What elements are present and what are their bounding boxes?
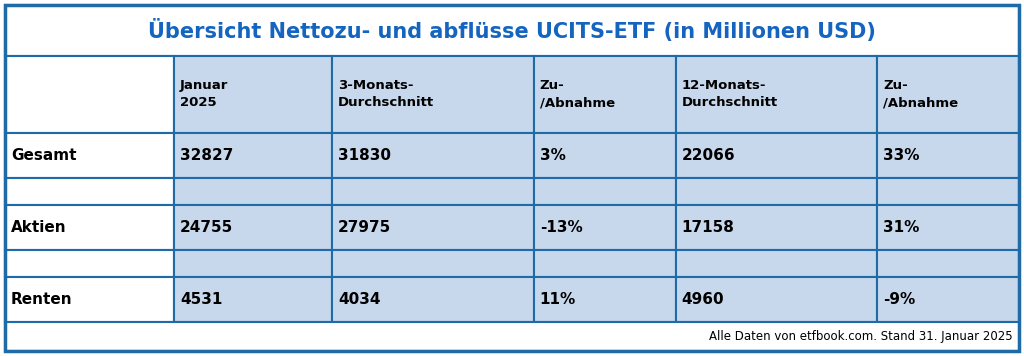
Bar (332, 277, 534, 322)
Text: Renten: Renten (11, 292, 73, 307)
Bar (5, 322, 1019, 351)
Text: 31%: 31% (884, 220, 920, 235)
Bar (676, 56, 878, 133)
Bar (878, 56, 1019, 133)
Bar (174, 205, 332, 250)
Text: Gesamt: Gesamt (11, 148, 77, 163)
Bar (534, 178, 676, 205)
Text: 22066: 22066 (682, 148, 735, 163)
Bar (332, 250, 534, 277)
Text: 17158: 17158 (682, 220, 734, 235)
Text: 4034: 4034 (338, 292, 381, 307)
Bar (534, 205, 676, 250)
Bar (534, 250, 676, 277)
Bar (5, 250, 174, 277)
Text: 12-Monats-
Durchschnitt: 12-Monats- Durchschnitt (682, 79, 777, 109)
Bar (332, 178, 534, 205)
Bar (676, 277, 878, 322)
Bar (878, 277, 1019, 322)
Text: 32827: 32827 (180, 148, 233, 163)
Text: Alle Daten von etfbook.com. Stand 31. Januar 2025: Alle Daten von etfbook.com. Stand 31. Ja… (710, 330, 1013, 343)
Text: -9%: -9% (884, 292, 915, 307)
Text: 11%: 11% (540, 292, 577, 307)
Bar (5, 56, 174, 133)
Bar (878, 133, 1019, 178)
Text: Übersicht Nettozu- und abflüsse UCITS-ETF (in Millionen USD): Übersicht Nettozu- und abflüsse UCITS-ET… (148, 19, 876, 42)
Bar (5, 133, 174, 178)
Text: 4531: 4531 (180, 292, 222, 307)
Text: 3-Monats-
Durchschnitt: 3-Monats- Durchschnitt (338, 79, 434, 109)
Text: 33%: 33% (884, 148, 920, 163)
Bar (332, 56, 534, 133)
Text: Januar
2025: Januar 2025 (180, 79, 228, 109)
Bar (174, 133, 332, 178)
Bar (174, 56, 332, 133)
Bar (5, 205, 174, 250)
Bar (5, 178, 174, 205)
Bar (332, 133, 534, 178)
Text: Aktien: Aktien (11, 220, 67, 235)
Bar (676, 133, 878, 178)
Text: Zu-
/Abnahme: Zu- /Abnahme (884, 79, 958, 109)
Text: Zu-
/Abnahme: Zu- /Abnahme (540, 79, 615, 109)
Bar (5, 5, 1019, 56)
Bar (534, 277, 676, 322)
Bar (332, 205, 534, 250)
Bar (676, 250, 878, 277)
Bar (878, 178, 1019, 205)
Bar (174, 178, 332, 205)
Bar (174, 250, 332, 277)
Bar (174, 277, 332, 322)
Bar (878, 205, 1019, 250)
Text: 27975: 27975 (338, 220, 391, 235)
Text: 4960: 4960 (682, 292, 724, 307)
Bar (676, 205, 878, 250)
Bar (676, 178, 878, 205)
Text: -13%: -13% (540, 220, 583, 235)
Bar (534, 56, 676, 133)
Bar (878, 250, 1019, 277)
Text: 3%: 3% (540, 148, 565, 163)
Bar (5, 277, 174, 322)
Text: 31830: 31830 (338, 148, 391, 163)
Bar (534, 133, 676, 178)
Text: 24755: 24755 (180, 220, 233, 235)
